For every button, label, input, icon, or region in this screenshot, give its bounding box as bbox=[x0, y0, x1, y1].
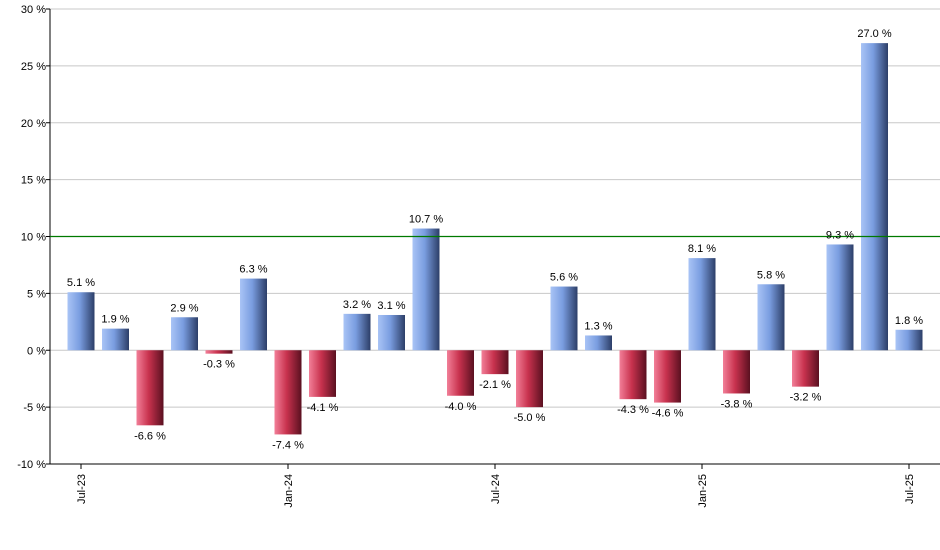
bar bbox=[585, 335, 612, 351]
bar bbox=[378, 314, 405, 351]
y-tick-label: 10 % bbox=[21, 232, 46, 244]
x-tick-label: Jan-25 bbox=[697, 474, 709, 508]
bar-value-label: 8.1 % bbox=[688, 243, 716, 255]
bar bbox=[171, 317, 198, 351]
bar-value-label: -5.0 % bbox=[514, 412, 546, 424]
y-tick-label: 0 % bbox=[27, 345, 46, 357]
bar bbox=[274, 350, 302, 435]
y-axis: 30 % 25 % 20 % 15 % 10 % 5 % 0 % -5 % -10 % bbox=[17, 4, 51, 471]
bar bbox=[723, 350, 750, 394]
bar-value-label: -7.4 % bbox=[272, 439, 304, 451]
bar bbox=[757, 284, 785, 351]
bar bbox=[309, 350, 336, 397]
bar bbox=[688, 258, 716, 351]
y-tick-label: 30 % bbox=[21, 4, 46, 16]
y-tick-label: -5 % bbox=[23, 402, 46, 414]
bar bbox=[481, 350, 509, 375]
bar bbox=[895, 329, 923, 351]
bar-value-label: 6.3 % bbox=[239, 264, 267, 276]
bar-value-label: 1.3 % bbox=[584, 320, 612, 332]
x-tick-label: Jul-24 bbox=[490, 474, 502, 504]
bar-value-label: -3.8 % bbox=[721, 398, 753, 410]
bars bbox=[67, 43, 923, 435]
bar bbox=[67, 292, 95, 351]
bar bbox=[619, 350, 647, 400]
bar-value-label: -4.3 % bbox=[617, 404, 649, 416]
bar bbox=[205, 350, 233, 354]
y-tick-label: 25 % bbox=[21, 61, 46, 73]
bar-value-label: 1.8 % bbox=[895, 315, 923, 327]
bar bbox=[516, 350, 543, 408]
bar bbox=[102, 328, 129, 351]
bar-value-label: 1.9 % bbox=[101, 314, 129, 326]
y-tick-label: 20 % bbox=[21, 118, 46, 130]
bar bbox=[826, 244, 854, 351]
bar-value-label: -4.6 % bbox=[652, 408, 684, 420]
bar-value-label: 5.1 % bbox=[67, 277, 95, 289]
x-tick-label: Jul-23 bbox=[76, 474, 88, 504]
y-tick-label: 15 % bbox=[21, 175, 46, 187]
bar bbox=[654, 350, 681, 403]
bar-value-label: -2.1 % bbox=[479, 379, 511, 391]
bar bbox=[792, 350, 819, 387]
bar-value-label: 3.1 % bbox=[377, 300, 405, 312]
bar-value-label: 2.9 % bbox=[170, 302, 198, 314]
x-tick-label: Jan-24 bbox=[283, 474, 295, 508]
bar-value-label: 5.8 % bbox=[757, 269, 785, 281]
y-tick-label: 5 % bbox=[27, 288, 46, 300]
bar-value-label: 9.3 % bbox=[826, 229, 854, 241]
bar bbox=[343, 313, 371, 351]
bar-labels: 5.1 % 1.9 % -6.6 % 2.9 % -0.3 % 6.3 % -7.4 % -4… bbox=[67, 28, 923, 451]
bar-value-label: -4.1 % bbox=[307, 402, 339, 414]
y-tick-label: -10 % bbox=[17, 459, 46, 471]
bar-value-label: 3.2 % bbox=[343, 299, 371, 311]
bar-value-label: -6.6 % bbox=[134, 430, 166, 442]
x-axis: Jul-23 Jan-24 Jul-24 Jan-25 Jul-25 bbox=[50, 463, 940, 508]
bar bbox=[136, 350, 164, 426]
bar-value-label: -0.3 % bbox=[203, 359, 235, 371]
bar bbox=[412, 228, 440, 351]
bar-value-label: 27.0 % bbox=[857, 28, 891, 40]
bar-value-label: -4.0 % bbox=[445, 401, 477, 413]
bar-value-label: -3.2 % bbox=[790, 392, 822, 404]
bar bbox=[550, 286, 578, 351]
bar bbox=[240, 278, 267, 351]
bar-value-label: 10.7 % bbox=[409, 214, 443, 226]
bar bbox=[447, 350, 474, 396]
x-tick-label: Jul-25 bbox=[904, 474, 916, 504]
bar-value-label: 5.6 % bbox=[550, 272, 578, 284]
bar bbox=[861, 43, 888, 351]
